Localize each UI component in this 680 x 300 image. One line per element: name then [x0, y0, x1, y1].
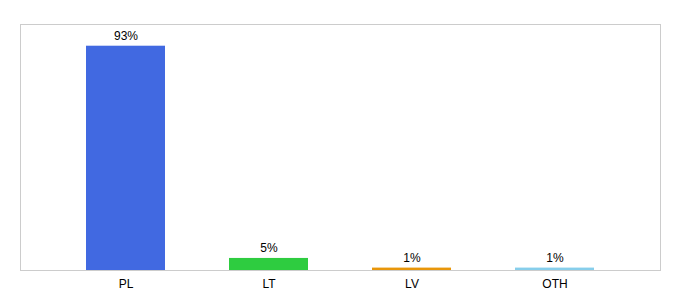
svg-text:93%: 93% — [114, 29, 138, 43]
svg-text:OTH: OTH — [542, 277, 567, 291]
svg-text:LV: LV — [405, 277, 419, 291]
svg-text:1%: 1% — [403, 251, 421, 265]
svg-text:PL: PL — [119, 277, 134, 291]
svg-text:1%: 1% — [546, 251, 564, 265]
svg-text:5%: 5% — [260, 241, 278, 255]
svg-text:LT: LT — [262, 277, 276, 291]
